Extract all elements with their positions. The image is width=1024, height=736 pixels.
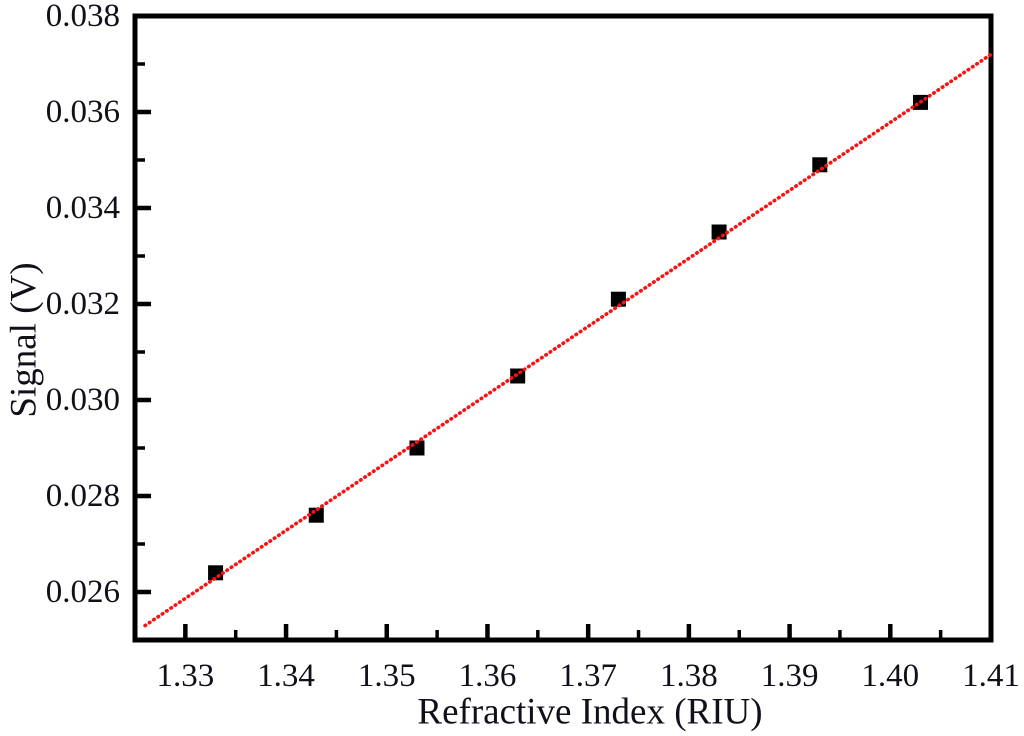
y-tick-label: 0.028 [46,478,120,514]
y-tick-label: 0.030 [46,382,120,418]
x-tick-label: 1.36 [459,658,517,694]
y-axis-title: Signal (V) [3,262,45,418]
y-tick-label: 0.034 [46,190,120,226]
fit-line [143,52,993,628]
y-tick-label: 0.026 [46,574,120,610]
x-tick-label: 1.33 [156,658,214,694]
plot-frame [132,13,994,643]
x-axis-title: Refractive Index (RIU) [417,691,763,733]
y-tick-label: 0.032 [46,286,120,322]
x-tick-label: 1.39 [761,658,819,694]
x-tick-label: 1.38 [660,658,718,694]
x-tick-label: 1.35 [358,658,416,694]
y-tick-label: 0.036 [46,94,120,130]
x-tick-label: 1.37 [559,658,617,694]
y-tick-label: 0.038 [46,0,120,34]
x-tick-label: 1.40 [861,658,919,694]
x-tick-label: 1.34 [257,658,315,694]
x-tick-label: 1.41 [962,658,1020,694]
